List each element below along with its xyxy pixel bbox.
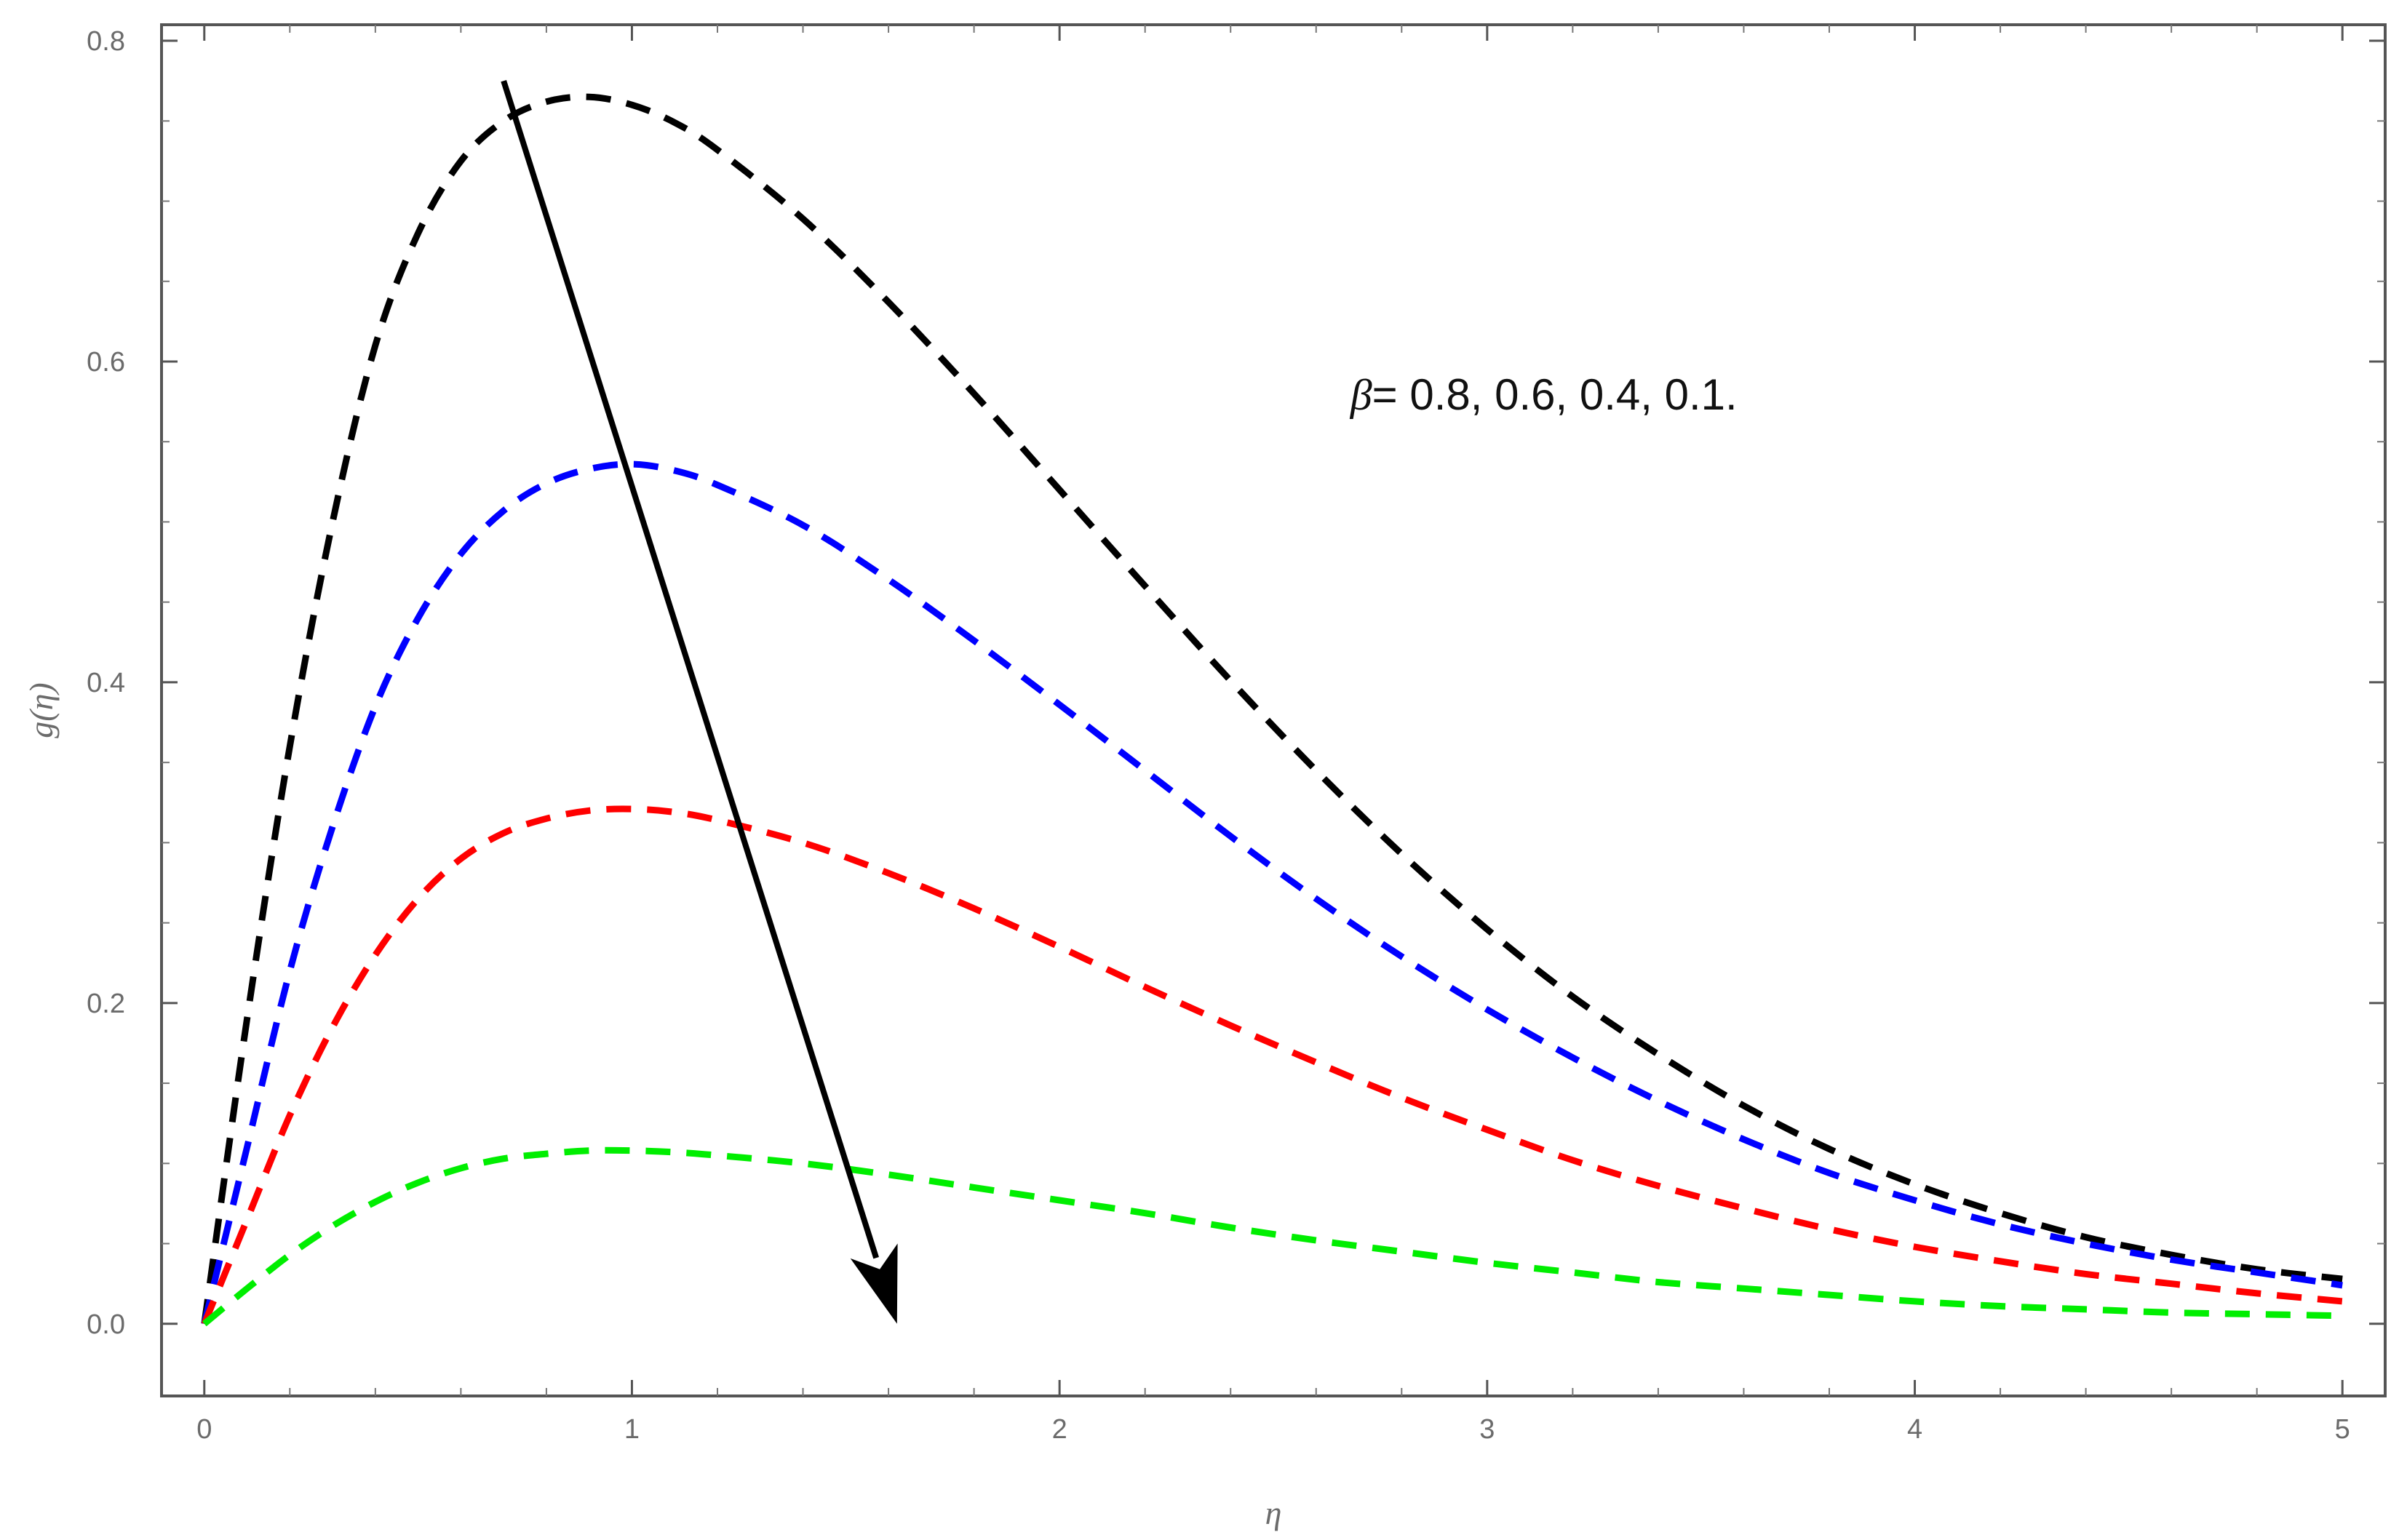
y-tick-label: 0.8 bbox=[87, 26, 125, 57]
beta-values: = 0.8, 0.6, 0.4, 0.1. bbox=[1372, 370, 1738, 419]
series-layer bbox=[201, 93, 2343, 1327]
x-tick-label: 0 bbox=[196, 1414, 212, 1445]
series-line-3 bbox=[201, 805, 2343, 1325]
series-line-4 bbox=[202, 1146, 2343, 1327]
beta-symbol: β bbox=[1350, 371, 1372, 419]
y-tick-label: 0.2 bbox=[87, 989, 125, 1019]
y-tick-label: 0.0 bbox=[87, 1309, 125, 1340]
x-tick-label: 4 bbox=[1907, 1414, 1922, 1445]
plot-frame bbox=[160, 23, 2387, 1397]
x-tick-label: 5 bbox=[2335, 1414, 2350, 1445]
x-tick-label: 2 bbox=[1052, 1414, 1067, 1445]
y-tick-label: 0.6 bbox=[87, 347, 125, 378]
x-axis-label: η bbox=[1265, 1494, 1282, 1531]
series-line-2 bbox=[201, 460, 2343, 1325]
x-tick-label: 1 bbox=[624, 1414, 640, 1445]
ticks: 0 1 2 3 4 5 0.0 0.2 0.4 0.6 0.8 bbox=[87, 25, 2385, 1445]
x-tick-label: 3 bbox=[1479, 1414, 1495, 1445]
y-tick-label: 0.4 bbox=[87, 668, 125, 698]
arrow-head bbox=[850, 1243, 898, 1324]
beta-annotation: β= 0.8, 0.6, 0.4, 0.1. bbox=[1350, 370, 1738, 419]
y-axis-label: g(η) bbox=[23, 682, 60, 738]
series-line-1 bbox=[201, 93, 2343, 1325]
arrow-shaft bbox=[501, 79, 879, 1259]
trend-arrow bbox=[501, 79, 898, 1324]
